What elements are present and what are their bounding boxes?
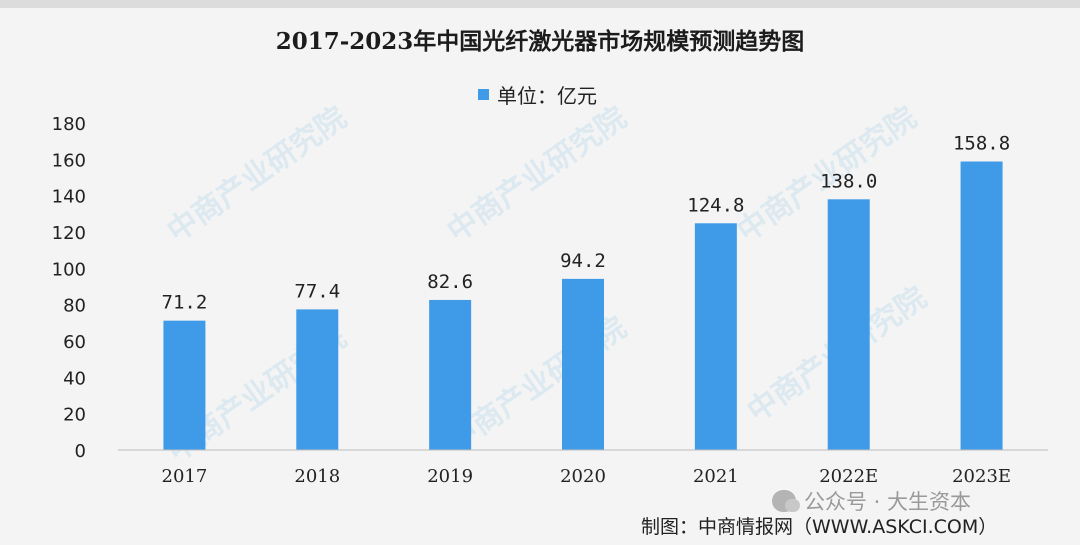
- x-tick-label: 2018: [294, 466, 340, 487]
- wechat-icon: [772, 490, 800, 512]
- y-tick-label: 180: [52, 114, 86, 135]
- legend-swatch: [478, 89, 489, 100]
- bar: [163, 320, 206, 450]
- x-tick-label: 2022E: [819, 466, 878, 487]
- x-tick-label: 2023E: [952, 466, 1011, 487]
- bar-value-label: 94.2: [560, 250, 606, 272]
- y-tick-label: 80: [63, 296, 86, 317]
- bar-value-label: 71.2: [162, 292, 208, 314]
- bar-value-label: 124.8: [687, 194, 744, 216]
- chart-title: 2017-2023年中国光纤激光器市场规模预测趋势图: [275, 28, 805, 55]
- bar: [694, 223, 737, 450]
- bar-value-label: 158.8: [953, 133, 1010, 155]
- bar-value-label: 138.0: [820, 170, 877, 192]
- bar: [296, 309, 339, 450]
- source-credit: 制图：中商情报网（WWW.ASKCI.COM）: [641, 516, 998, 538]
- top-strip: [0, 0, 1080, 8]
- bars: 71.2 77.4 82.6 94.2 124.8 138.0 158.8: [162, 133, 1010, 450]
- wechat-label: 公众号 · 大生资本: [804, 490, 972, 514]
- bar-value-label: 77.4: [294, 280, 340, 302]
- legend-label: 单位：亿元: [497, 84, 597, 108]
- bar: [960, 161, 1003, 450]
- x-tick-label: 2017: [162, 466, 208, 487]
- y-tick-label: 160: [52, 150, 86, 171]
- bar: [827, 199, 870, 450]
- x-axis: 2017 2018 2019 2020 2021 2022E 2023E: [162, 466, 1012, 487]
- bar: [429, 299, 472, 450]
- x-tick-label: 2020: [560, 466, 606, 487]
- y-tick-label: 140: [52, 187, 86, 208]
- legend: 单位：亿元: [478, 80, 597, 109]
- x-tick-label: 2019: [427, 466, 473, 487]
- y-tick-label: 120: [52, 223, 86, 244]
- y-axis: 0 20 40 60 80 100 120 140 160 180: [52, 114, 86, 462]
- bar: [562, 278, 604, 450]
- wechat-badge: 公众号 · 大生资本: [772, 486, 971, 516]
- y-tick-label: 60: [63, 332, 86, 353]
- bar-value-label: 82.6: [427, 271, 473, 293]
- y-tick-label: 100: [52, 259, 86, 280]
- y-tick-label: 20: [63, 405, 86, 426]
- x-tick-label: 2021: [693, 466, 739, 487]
- y-tick-label: 40: [63, 368, 86, 389]
- y-tick-label: 0: [75, 441, 86, 462]
